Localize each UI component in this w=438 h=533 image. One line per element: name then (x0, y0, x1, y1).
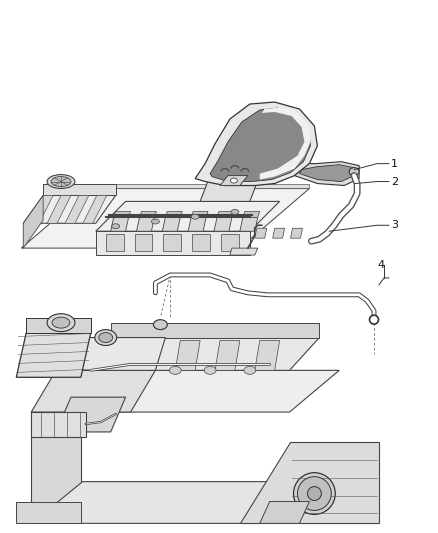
Ellipse shape (99, 333, 113, 343)
Polygon shape (191, 212, 208, 217)
Polygon shape (200, 175, 260, 201)
Polygon shape (214, 217, 232, 231)
Polygon shape (16, 333, 91, 377)
Polygon shape (260, 107, 311, 180)
Polygon shape (240, 217, 258, 231)
Polygon shape (195, 102, 318, 185)
Ellipse shape (51, 176, 71, 187)
Text: 3: 3 (391, 220, 398, 230)
Polygon shape (260, 502, 309, 523)
Polygon shape (31, 412, 86, 437)
Ellipse shape (170, 366, 181, 374)
Polygon shape (56, 337, 165, 370)
Polygon shape (96, 201, 279, 231)
Polygon shape (81, 337, 319, 370)
Polygon shape (91, 183, 309, 189)
Ellipse shape (47, 314, 75, 332)
Polygon shape (162, 217, 180, 231)
Text: 2: 2 (391, 176, 398, 187)
Polygon shape (255, 228, 267, 238)
Ellipse shape (244, 366, 256, 374)
Polygon shape (31, 412, 81, 523)
Polygon shape (56, 397, 126, 432)
Polygon shape (221, 234, 239, 251)
Ellipse shape (370, 315, 378, 324)
Polygon shape (217, 212, 234, 217)
Polygon shape (220, 175, 248, 185)
Polygon shape (215, 341, 240, 370)
Text: 1: 1 (391, 159, 398, 168)
Polygon shape (21, 189, 309, 248)
Polygon shape (65, 196, 89, 223)
Polygon shape (83, 196, 107, 223)
Polygon shape (294, 161, 359, 185)
Polygon shape (140, 212, 156, 217)
Ellipse shape (47, 175, 75, 189)
Polygon shape (175, 341, 200, 370)
Ellipse shape (95, 329, 117, 345)
Polygon shape (230, 248, 258, 255)
Polygon shape (111, 322, 319, 337)
Polygon shape (43, 183, 116, 196)
Text: 4: 4 (377, 260, 384, 270)
Ellipse shape (153, 320, 167, 329)
Ellipse shape (307, 487, 321, 500)
Polygon shape (243, 212, 260, 217)
Ellipse shape (112, 224, 120, 229)
Polygon shape (165, 212, 182, 217)
Ellipse shape (191, 214, 199, 219)
Ellipse shape (204, 366, 216, 374)
Polygon shape (300, 165, 354, 182)
Polygon shape (255, 341, 279, 370)
Polygon shape (16, 502, 81, 523)
Polygon shape (192, 234, 210, 251)
Polygon shape (31, 482, 339, 523)
Polygon shape (210, 108, 311, 182)
Ellipse shape (230, 178, 237, 183)
Polygon shape (135, 341, 160, 370)
Ellipse shape (52, 317, 70, 328)
Polygon shape (290, 228, 303, 238)
Ellipse shape (231, 209, 239, 214)
Polygon shape (26, 318, 91, 333)
Polygon shape (23, 196, 43, 248)
Polygon shape (31, 370, 339, 412)
Polygon shape (106, 234, 124, 251)
Polygon shape (23, 196, 116, 223)
Polygon shape (111, 217, 129, 231)
Polygon shape (29, 196, 53, 223)
Polygon shape (96, 231, 250, 255)
Ellipse shape (297, 477, 331, 511)
Polygon shape (47, 196, 71, 223)
Polygon shape (188, 217, 206, 231)
Polygon shape (273, 228, 285, 238)
Polygon shape (163, 234, 181, 251)
Ellipse shape (349, 168, 359, 175)
Polygon shape (134, 234, 152, 251)
Ellipse shape (293, 473, 335, 514)
Ellipse shape (152, 219, 159, 224)
Polygon shape (114, 212, 131, 217)
Polygon shape (31, 370, 155, 412)
Polygon shape (137, 217, 155, 231)
Polygon shape (96, 341, 120, 370)
Polygon shape (240, 442, 379, 523)
